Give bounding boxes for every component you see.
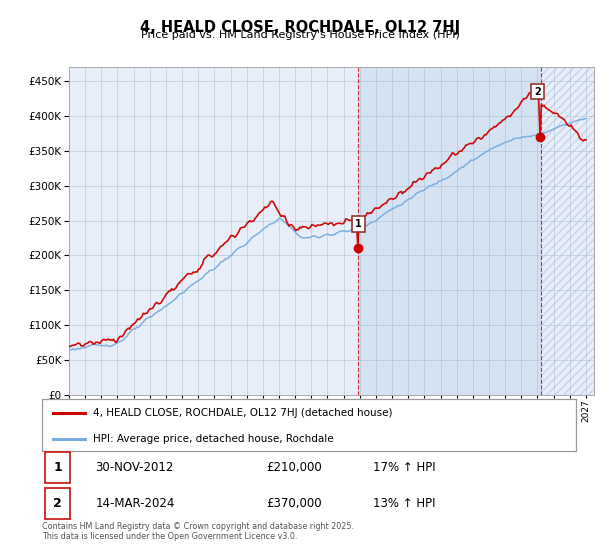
Text: HPI: Average price, detached house, Rochdale: HPI: Average price, detached house, Roch… — [93, 435, 334, 444]
Text: 4, HEALD CLOSE, ROCHDALE, OL12 7HJ (detached house): 4, HEALD CLOSE, ROCHDALE, OL12 7HJ (deta… — [93, 408, 392, 418]
Bar — [541, 67, 594, 395]
Text: 30-NOV-2012: 30-NOV-2012 — [95, 461, 174, 474]
Text: £210,000: £210,000 — [266, 461, 322, 474]
Text: 14-MAR-2024: 14-MAR-2024 — [95, 497, 175, 510]
Text: 1: 1 — [53, 461, 62, 474]
Text: 2: 2 — [53, 497, 62, 510]
Text: 13% ↑ HPI: 13% ↑ HPI — [373, 497, 436, 510]
FancyBboxPatch shape — [44, 488, 70, 519]
Bar — [358, 67, 541, 395]
Text: £370,000: £370,000 — [266, 497, 322, 510]
Text: Contains HM Land Registry data © Crown copyright and database right 2025.
This d: Contains HM Land Registry data © Crown c… — [42, 522, 354, 542]
Text: 1: 1 — [355, 219, 362, 229]
Text: 2: 2 — [534, 87, 541, 96]
Text: 4, HEALD CLOSE, ROCHDALE, OL12 7HJ: 4, HEALD CLOSE, ROCHDALE, OL12 7HJ — [140, 20, 460, 35]
Bar — [541, 67, 594, 395]
FancyBboxPatch shape — [44, 452, 70, 483]
Text: Price paid vs. HM Land Registry's House Price Index (HPI): Price paid vs. HM Land Registry's House … — [140, 30, 460, 40]
Text: 17% ↑ HPI: 17% ↑ HPI — [373, 461, 436, 474]
